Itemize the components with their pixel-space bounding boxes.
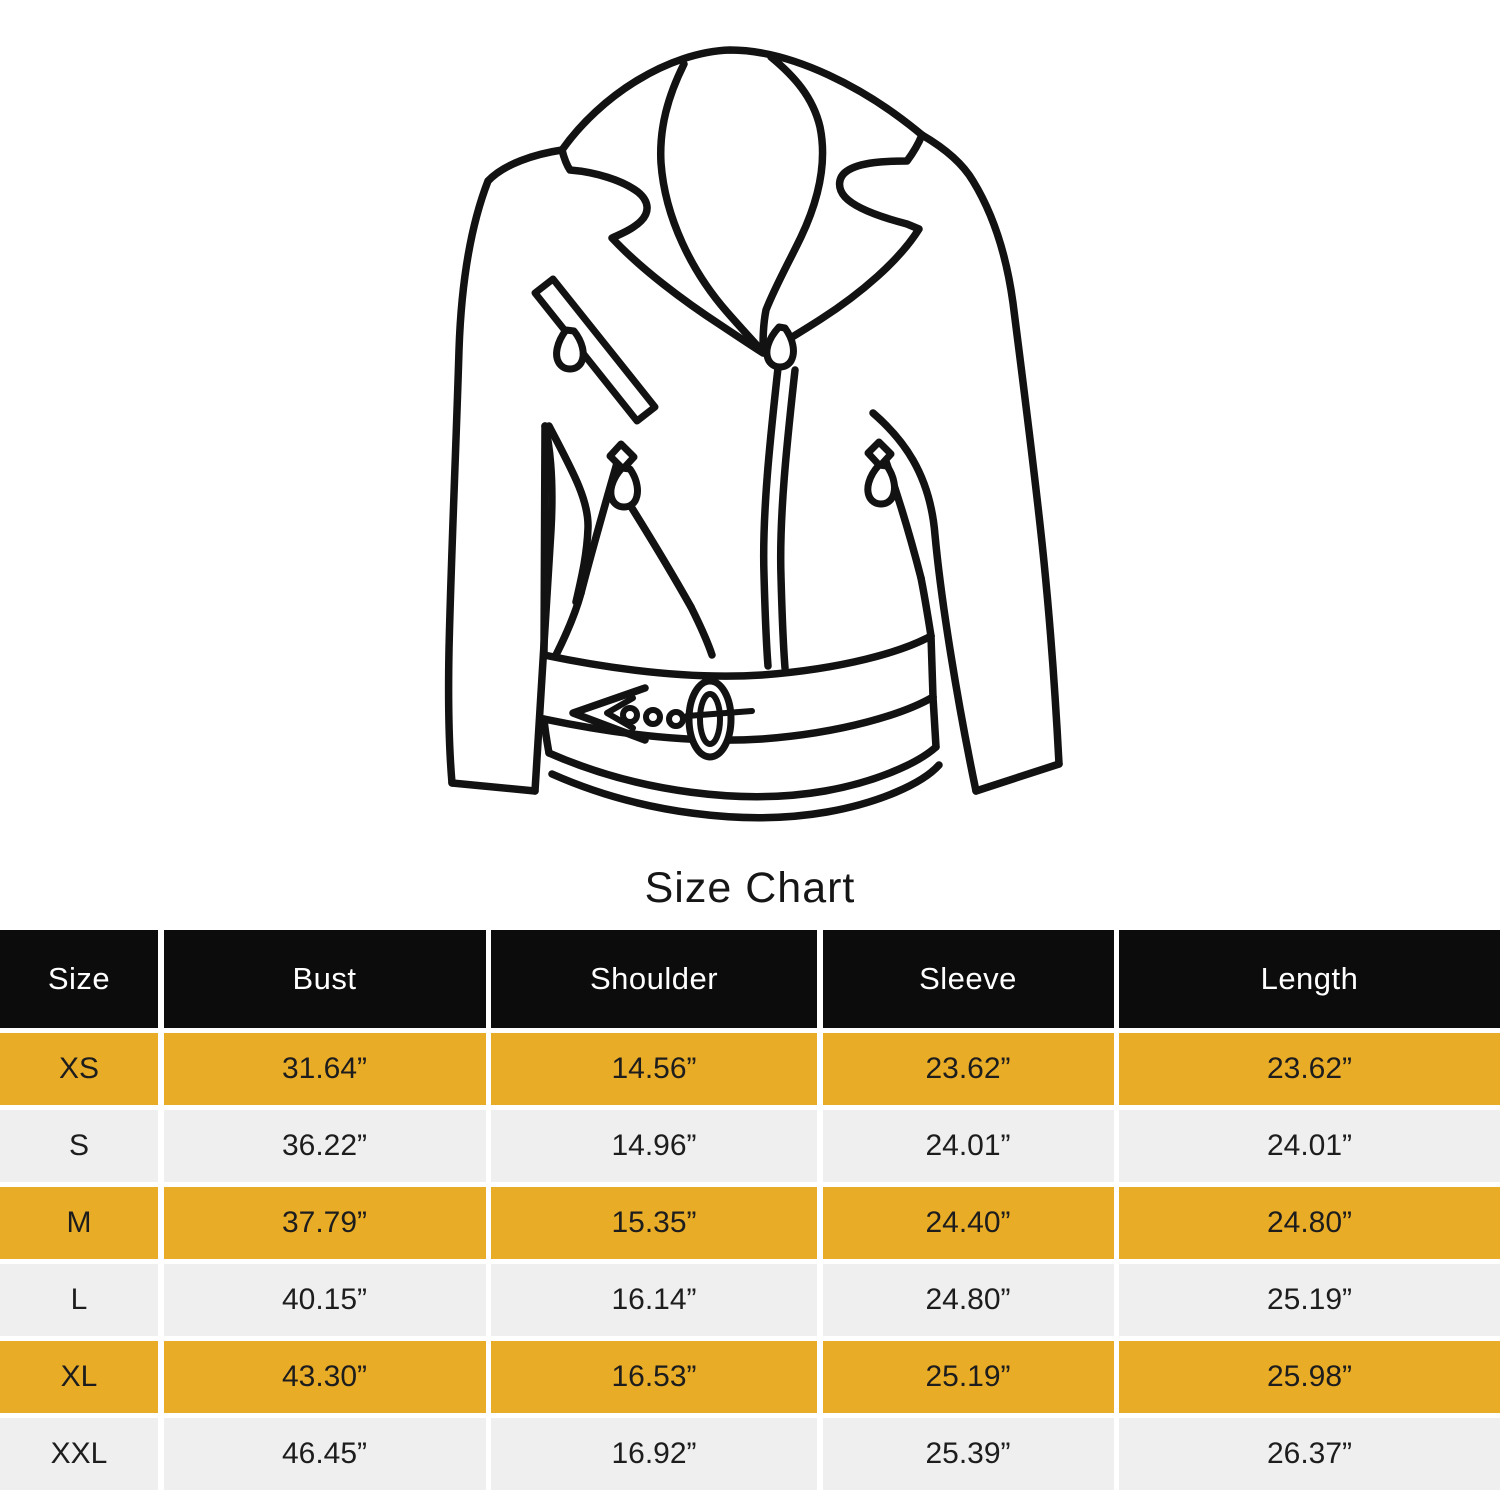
measurement-cell: 24.01” — [1119, 1110, 1500, 1182]
jacket-main-zipper — [759, 323, 799, 672]
page-title: Size Chart — [644, 864, 856, 912]
header-cell-bust: Bust — [163, 930, 486, 1028]
measurement-cell: 24.40” — [822, 1187, 1114, 1259]
size-cell-m: M — [0, 1187, 158, 1259]
measurement-cell: 37.79” — [163, 1187, 486, 1259]
size-cell-l: L — [0, 1264, 158, 1336]
size-cell-xl: XL — [0, 1341, 158, 1413]
measurement-cell: 14.56” — [491, 1033, 817, 1105]
size-cell-xs: XS — [0, 1033, 158, 1105]
measurement-cell: 36.22” — [163, 1110, 486, 1182]
zipper-pull-icon — [763, 323, 797, 371]
jacket-illustration — [430, 20, 1070, 830]
measurement-cell: 15.35” — [491, 1187, 817, 1259]
measurement-cell: 16.53” — [491, 1341, 817, 1413]
measurement-cell: 25.19” — [1119, 1264, 1500, 1336]
size-cell-xxl: XXL — [0, 1418, 158, 1490]
measurement-cell: 24.01” — [822, 1110, 1114, 1182]
header-cell-size: Size — [0, 930, 158, 1028]
header-cell-shoulder: Shoulder — [491, 930, 817, 1028]
measurement-cell: 16.92” — [491, 1418, 817, 1490]
size-cell-s: S — [0, 1110, 158, 1182]
measurement-cell: 24.80” — [822, 1264, 1114, 1336]
measurement-cell: 25.19” — [822, 1341, 1114, 1413]
measurement-cell: 26.37” — [1119, 1418, 1500, 1490]
header-cell-sleeve: Sleeve — [822, 930, 1114, 1028]
biker-jacket-icon — [444, 46, 1063, 822]
measurement-cell: 43.30” — [163, 1341, 486, 1413]
measurement-cell: 16.14” — [491, 1264, 817, 1336]
jacket-hem — [540, 693, 943, 822]
jacket-belt — [540, 632, 937, 761]
belt-buckle-icon — [685, 677, 735, 761]
measurement-cell: 24.80” — [1119, 1187, 1500, 1259]
zipper-pull-icon — [864, 461, 898, 508]
jacket-chest-zip — [531, 275, 659, 425]
measurement-cell: 14.96” — [491, 1110, 817, 1182]
measurement-cell: 23.62” — [822, 1033, 1114, 1105]
jacket-collar — [558, 46, 926, 358]
jacket-pocket-zips — [577, 438, 925, 611]
zipper-pull-icon — [607, 464, 641, 511]
size-table: Size Bust Shoulder Sleeve Length XS 31.6… — [0, 930, 1500, 1490]
measurement-cell: 23.62” — [1119, 1033, 1500, 1105]
zipper-pull-icon — [553, 326, 587, 373]
header-cell-length: Length — [1119, 930, 1500, 1028]
jacket-sleeves — [444, 131, 1063, 795]
measurement-cell: 25.98” — [1119, 1341, 1500, 1413]
measurement-cell: 40.15” — [163, 1264, 486, 1336]
measurement-cell: 46.45” — [163, 1418, 486, 1490]
measurement-cell: 25.39” — [822, 1418, 1114, 1490]
measurement-cell: 31.64” — [163, 1033, 486, 1105]
